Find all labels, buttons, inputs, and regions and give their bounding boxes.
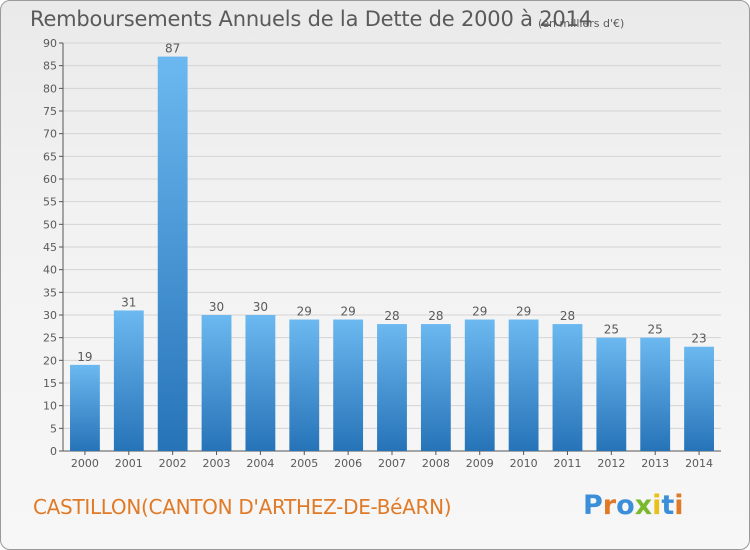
data-label: 29	[516, 305, 531, 319]
x-tick-label: 2008	[422, 457, 450, 470]
x-tick-label: 2001	[115, 457, 143, 470]
bar-2002	[157, 56, 188, 451]
x-tick-label: 2007	[378, 457, 406, 470]
x-tick-label: 2004	[246, 457, 274, 470]
x-tick-label: 2011	[553, 457, 581, 470]
x-tick-label: 2012	[597, 457, 625, 470]
data-label: 28	[384, 309, 399, 323]
y-tick-label: 90	[43, 37, 57, 50]
bar-2006	[333, 319, 364, 451]
logo-letter: i	[652, 490, 662, 521]
logo-letter: x	[634, 490, 653, 521]
data-label: 29	[472, 305, 487, 319]
bar-2014	[684, 346, 714, 451]
x-tick-label: 2000	[71, 457, 99, 470]
bar-2004	[245, 315, 276, 451]
y-tick-label: 15	[43, 377, 57, 390]
bar-2013	[640, 337, 671, 451]
bar-2011	[552, 324, 583, 451]
bar-2012	[596, 337, 627, 451]
data-label: 87	[165, 42, 180, 56]
x-tick-label: 2006	[334, 457, 362, 470]
y-tick-label: 20	[43, 354, 57, 367]
y-tick-label: 75	[43, 105, 57, 118]
data-label: 28	[428, 309, 443, 323]
y-tick-label: 5	[50, 422, 57, 435]
y-tick-label: 60	[43, 173, 57, 186]
bar-2010	[508, 319, 539, 451]
proxiti-logo: Proxiti	[583, 490, 684, 521]
data-label: 30	[253, 300, 268, 314]
bar-2009	[464, 319, 495, 451]
x-tick-label: 2010	[510, 457, 538, 470]
y-tick-label: 10	[43, 400, 57, 413]
chart-subtitle: (en milliers d'€)	[538, 17, 625, 30]
x-tick-label: 2014	[685, 457, 713, 470]
y-tick-label: 35	[43, 286, 57, 299]
logo-letter: i	[674, 490, 684, 521]
data-label: 29	[297, 305, 312, 319]
y-tick-label: 70	[43, 128, 57, 141]
logo-letter: t	[661, 490, 675, 521]
bar-2008	[420, 324, 451, 451]
place-name: CASTILLON(CANTON D'ARTHEZ-DE-BéARN)	[33, 495, 452, 519]
x-tick-label: 2005	[290, 457, 318, 470]
logo-letter: o	[616, 490, 635, 521]
data-label: 23	[691, 332, 706, 346]
logo-letter: r	[602, 490, 617, 521]
y-tick-label: 30	[43, 309, 57, 322]
y-tick-label: 25	[43, 332, 57, 345]
data-label: 29	[340, 305, 355, 319]
y-tick-label: 40	[43, 264, 57, 277]
logo-letter: P	[583, 490, 603, 521]
y-tick-label: 55	[43, 196, 57, 209]
bar-2003	[201, 315, 232, 451]
y-tick-label: 65	[43, 150, 57, 163]
y-tick-label: 85	[43, 60, 57, 73]
bar-2005	[289, 319, 320, 451]
y-tick-label: 50	[43, 218, 57, 231]
y-tick-label: 0	[50, 445, 57, 458]
data-label: 31	[121, 295, 136, 309]
x-tick-label: 2013	[641, 457, 669, 470]
bar-2007	[377, 324, 407, 451]
y-tick-label: 45	[43, 241, 57, 254]
data-label: 30	[209, 300, 224, 314]
x-tick-label: 2003	[203, 457, 231, 470]
data-label: 25	[604, 323, 619, 337]
data-label: 19	[77, 350, 92, 364]
bar-2001	[113, 310, 144, 451]
y-tick-label: 80	[43, 82, 57, 95]
data-label: 25	[648, 323, 663, 337]
x-tick-label: 2009	[466, 457, 494, 470]
data-label: 28	[560, 309, 575, 323]
x-tick-label: 2002	[159, 457, 187, 470]
chart-title: Remboursements Annuels de la Dette de 20…	[30, 7, 592, 31]
bar-2000	[70, 364, 100, 451]
